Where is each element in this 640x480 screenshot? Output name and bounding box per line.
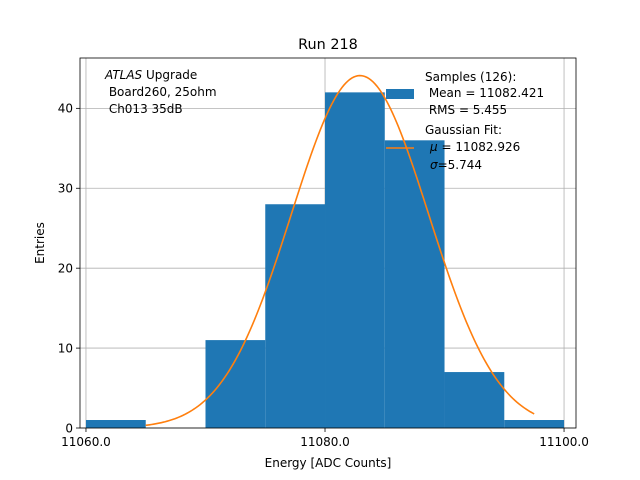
mu-value: = 11082.926 bbox=[438, 140, 521, 154]
legend-fit-sigma: σ=5.744 bbox=[430, 158, 482, 172]
x-tick-label: 11060.0 bbox=[61, 435, 111, 449]
histogram-bar bbox=[325, 92, 385, 428]
legend-fit-mu: μ = 11082.926 bbox=[429, 140, 520, 154]
x-axis-ticks: 11060.0 11080.0 11100.0 bbox=[61, 428, 589, 449]
histogram-bar bbox=[384, 140, 445, 428]
plot-frame bbox=[79, 57, 577, 429]
legend-samples-mean: Mean = 11082.421 bbox=[425, 86, 544, 100]
legend-samples-swatch bbox=[386, 89, 414, 99]
histogram-bar bbox=[205, 340, 266, 428]
histogram-bar bbox=[85, 420, 146, 428]
histogram-bar bbox=[444, 372, 505, 428]
y-tick-label: 30 bbox=[58, 182, 73, 196]
histogram-bars bbox=[85, 92, 565, 428]
atlas-label: ATLAS bbox=[104, 68, 143, 82]
legend-samples-title: Samples (126): bbox=[425, 70, 516, 84]
y-axis-ticks: 0 10 20 30 40 bbox=[58, 102, 80, 435]
x-axis-label: Energy [ADC Counts] bbox=[265, 456, 392, 470]
annotation-line-2: Board260, 25ohm bbox=[105, 85, 217, 99]
y-tick-label: 20 bbox=[58, 261, 73, 275]
sigma-value: =5.744 bbox=[438, 158, 482, 172]
y-tick-label: 10 bbox=[58, 341, 73, 355]
gaussian-fit-curve bbox=[145, 74, 535, 427]
annotation-line-1: ATLAS Upgrade bbox=[104, 68, 197, 82]
histogram-bar bbox=[504, 420, 565, 428]
legend-samples-rms: RMS = 5.455 bbox=[425, 103, 507, 117]
y-tick-label: 40 bbox=[58, 102, 73, 116]
legend: Samples (126): Mean = 11082.421 RMS = 5.… bbox=[386, 70, 544, 172]
x-tick-label: 11100.0 bbox=[539, 435, 589, 449]
chart-title: Run 218 bbox=[298, 37, 358, 53]
run-annotation: ATLAS Upgrade Board260, 25ohm Ch013 35dB bbox=[104, 68, 217, 116]
annotation-line-3: Ch013 35dB bbox=[105, 102, 183, 116]
x-tick-label: 11080.0 bbox=[300, 435, 350, 449]
sigma-symbol: σ bbox=[430, 158, 438, 172]
legend-fit-title: Gaussian Fit: bbox=[425, 123, 502, 137]
upgrade-label: Upgrade bbox=[142, 68, 197, 82]
histogram-bar bbox=[265, 204, 326, 428]
y-tick-label: 0 bbox=[65, 421, 73, 435]
y-axis-label: Entries bbox=[33, 222, 47, 264]
mu-symbol: μ bbox=[429, 140, 438, 154]
